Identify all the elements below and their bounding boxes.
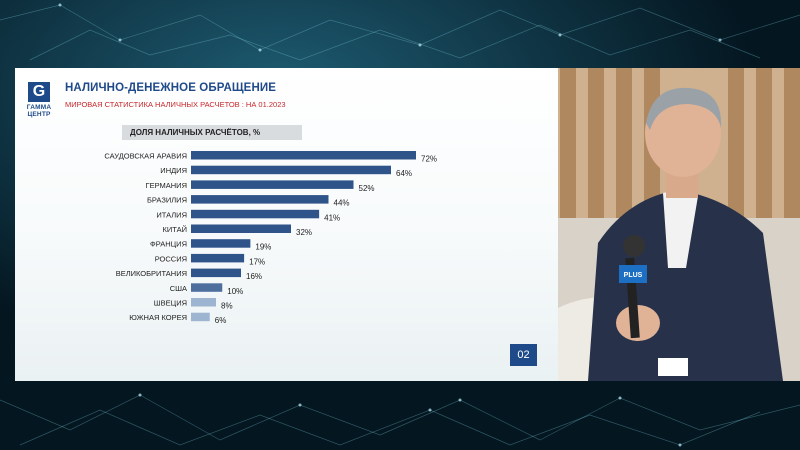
- category-label: ЮЖНАЯ КОРЕЯ: [129, 313, 187, 322]
- value-label: 16%: [246, 272, 262, 281]
- logo-text: ГАММА ЦЕНТР: [26, 104, 52, 118]
- bar: [191, 195, 329, 204]
- speaker-video: PLUS: [558, 68, 800, 381]
- value-label: 44%: [334, 199, 350, 208]
- bar: [191, 268, 241, 278]
- category-label: ИНДИЯ: [160, 166, 187, 175]
- value-label: 41%: [324, 213, 340, 222]
- bar: [191, 180, 354, 189]
- category-label: ГЕРМАНИЯ: [146, 181, 187, 190]
- bar: [191, 239, 251, 248]
- bar: [191, 298, 216, 307]
- bar: [191, 312, 210, 322]
- mic-flag-label: PLUS: [624, 272, 643, 279]
- bar: [191, 283, 223, 292]
- speaker-scene: PLUS: [558, 68, 800, 381]
- chart-title: ДОЛЯ НАЛИЧНЫХ РАСЧЁТОВ, %: [122, 125, 302, 140]
- slide-subtitle: МИРОВАЯ СТАТИСТИКА НАЛИЧНЫХ РАСЧЕТОВ : Н…: [65, 100, 286, 109]
- category-label: САУДОВСКАЯ АРАВИЯ: [104, 152, 187, 161]
- category-label: США: [170, 284, 187, 293]
- presentation-slide: G ГАММА ЦЕНТР НАЛИЧНО-ДЕНЕЖНОЕ ОБРАЩЕНИЕ…: [15, 68, 558, 381]
- page-number-badge: 02: [510, 344, 537, 366]
- category-label: БРАЗИЛИЯ: [147, 196, 187, 205]
- value-label: 52%: [359, 184, 375, 193]
- value-label: 17%: [249, 257, 265, 266]
- bar: [191, 253, 245, 263]
- logo-g-icon: G: [28, 82, 50, 102]
- value-label: 32%: [296, 228, 312, 237]
- value-label: 19%: [255, 243, 271, 252]
- bar: [191, 209, 320, 219]
- slide-title: НАЛИЧНО-ДЕНЕЖНОЕ ОБРАЩЕНИЕ: [65, 82, 276, 94]
- value-label: 64%: [396, 169, 412, 178]
- category-label: ШВЕЦИЯ: [154, 299, 187, 308]
- category-label: ИТАЛИЯ: [156, 210, 187, 219]
- category-label: ФРАНЦИЯ: [150, 240, 187, 249]
- bar: [191, 151, 416, 160]
- company-logo: G ГАММА ЦЕНТР: [23, 82, 55, 118]
- bar: [191, 165, 391, 175]
- value-label: 10%: [227, 287, 243, 296]
- category-label: КИТАЙ: [163, 225, 188, 234]
- value-label: 8%: [221, 302, 233, 311]
- value-label: 6%: [215, 316, 227, 325]
- category-label: ВЕЛИКОБРИТАНИЯ: [116, 269, 187, 278]
- bar: [191, 224, 291, 233]
- cash-share-bar-chart: САУДОВСКАЯ АРАВИЯ 72% ИНДИЯ 64% ГЕРМАНИЯ 52% Б…: [104, 151, 437, 325]
- value-label: 72%: [421, 155, 437, 164]
- category-label: РОССИЯ: [155, 254, 187, 263]
